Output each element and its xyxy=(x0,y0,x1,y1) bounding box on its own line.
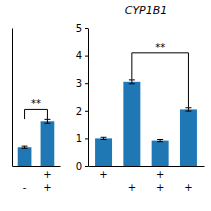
x-tick-label: + xyxy=(43,169,51,180)
panel: **012345+++++CYP1B1 xyxy=(76,4,205,193)
y-tick-label: 1 xyxy=(76,133,82,144)
y-tick: 2 xyxy=(76,106,88,117)
x-tick: + xyxy=(156,169,164,180)
panel: **+-+ xyxy=(13,29,61,194)
error-bar xyxy=(129,80,135,84)
y-tick: 1 xyxy=(76,133,88,144)
x-tick-label: + xyxy=(128,182,136,193)
bar xyxy=(123,82,140,166)
x-axis-row-2: -+ xyxy=(23,182,52,193)
bar xyxy=(152,141,169,166)
y-tick: 5 xyxy=(76,23,88,34)
y-tick-mark xyxy=(85,138,88,139)
title: CYP1B1 xyxy=(125,4,168,17)
y-tick-mark xyxy=(85,83,88,84)
bar xyxy=(95,138,112,166)
x-tick-label: + xyxy=(99,169,107,180)
x-axis: + xyxy=(13,167,61,181)
significance-label: ** xyxy=(31,98,41,109)
x-tick-label: + xyxy=(184,182,192,193)
error-bar xyxy=(22,146,28,148)
chart-svg: **+-+**012345+++++CYP1B1 xyxy=(0,0,211,211)
y-tick: 0 xyxy=(76,161,88,172)
plot-area xyxy=(95,53,197,166)
y-tick-label: 5 xyxy=(76,23,82,34)
error-bar xyxy=(185,108,191,111)
x-tick: + xyxy=(156,182,164,193)
y-tick-mark xyxy=(85,28,88,29)
y-axis: 0 1 2 3 4 5 xyxy=(76,23,89,172)
x-tick: + xyxy=(43,182,51,193)
error-bar xyxy=(157,140,163,142)
x-axis-row-2: + + + xyxy=(128,182,193,193)
error-bar xyxy=(101,137,107,139)
y-tick-mark xyxy=(85,166,88,167)
y-tick: 3 xyxy=(76,78,88,89)
x-tick-label: + xyxy=(43,182,51,193)
significance-label: ** xyxy=(155,42,165,53)
x-tick-label: + xyxy=(156,169,164,180)
significance-bracket xyxy=(132,53,189,108)
chart-container: **+-+**012345+++++CYP1B1 xyxy=(0,0,211,211)
x-axis-line xyxy=(89,166,205,167)
bar xyxy=(41,121,55,166)
x-tick: + xyxy=(184,182,192,193)
y-tick-label: 0 xyxy=(76,161,82,172)
x-axis-line xyxy=(13,166,61,167)
plot-area xyxy=(18,109,55,166)
annotations: ** xyxy=(155,42,165,53)
significance-bracket xyxy=(25,109,48,119)
y-axis-line xyxy=(12,29,13,167)
error-bar xyxy=(44,119,50,123)
annotations: ** xyxy=(31,98,41,109)
x-tick: + xyxy=(43,169,51,180)
x-tick-label: - xyxy=(23,182,27,193)
x-tick: - xyxy=(23,182,27,193)
y-tick-mark xyxy=(85,111,88,112)
x-tick: + xyxy=(128,182,136,193)
x-tick-label: + xyxy=(156,182,164,193)
bar xyxy=(18,147,32,166)
y-tick-mark xyxy=(85,56,88,57)
y-tick-label: 3 xyxy=(76,78,82,89)
x-tick: + xyxy=(99,169,107,180)
x-axis: ++ xyxy=(89,167,205,181)
y-tick-label: 2 xyxy=(76,106,82,117)
y-axis-line xyxy=(88,29,89,167)
y-tick-label: 4 xyxy=(76,50,82,61)
y-tick: 4 xyxy=(76,50,88,61)
y-axis xyxy=(12,29,13,167)
bar xyxy=(180,109,197,166)
